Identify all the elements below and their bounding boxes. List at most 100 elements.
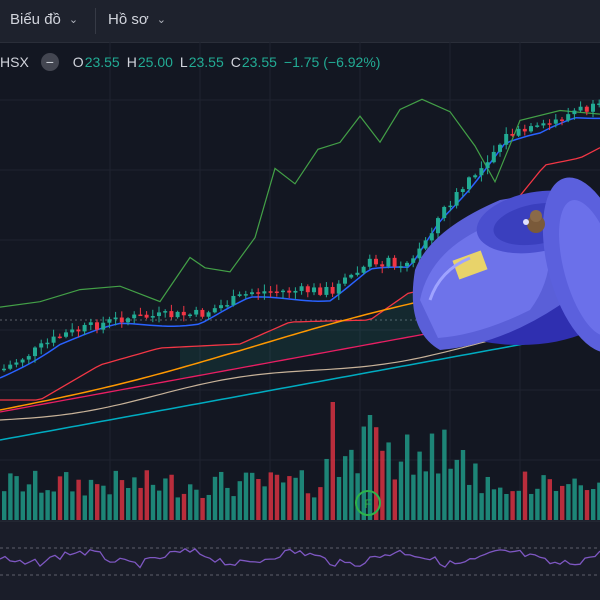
- profile-menu[interactable]: Hồ sơ ⌄: [108, 11, 166, 28]
- blue-plastic-toy-toilet-icon: [412, 177, 600, 353]
- volume-bar: [274, 474, 280, 520]
- candle-body: [479, 168, 484, 176]
- volume-bar: [361, 426, 366, 520]
- volume-bar: [8, 473, 13, 520]
- candle-body: [14, 362, 19, 365]
- volume-bar: [200, 497, 205, 520]
- volume-bar: [522, 471, 528, 520]
- candle-body: [250, 292, 254, 295]
- candle-body: [231, 295, 236, 306]
- symbol-label[interactable]: HSX: [0, 54, 29, 70]
- volume-bar: [132, 477, 137, 520]
- candle-body: [454, 192, 459, 206]
- candle-body: [485, 162, 490, 169]
- volume-bar: [188, 484, 193, 520]
- candle-body: [374, 258, 378, 265]
- volume-bar: [26, 484, 32, 520]
- volume-bar: [281, 482, 286, 520]
- candle-body: [473, 175, 478, 178]
- candle-body: [361, 266, 366, 273]
- candle-body: [312, 287, 316, 293]
- volume-bar: [460, 450, 466, 520]
- volume-bar: [113, 470, 118, 520]
- candle-body: [150, 316, 155, 318]
- candle-body: [423, 240, 428, 249]
- volume-bar: [578, 485, 583, 520]
- volume-bar: [436, 473, 441, 520]
- candle-body: [268, 291, 273, 293]
- volume-bar: [448, 468, 453, 520]
- candle-body: [299, 286, 304, 291]
- candle-body: [392, 257, 397, 267]
- candle-body: [591, 103, 595, 112]
- volume-bar: [175, 497, 180, 520]
- volume-bar: [14, 476, 19, 520]
- candle-body: [274, 291, 279, 294]
- candle-body: [547, 123, 552, 125]
- volume-bar: [330, 402, 335, 520]
- oscillator-line: [0, 548, 600, 569]
- volume-bar: [405, 434, 410, 520]
- volume-bar: [256, 479, 261, 520]
- candle-body: [169, 311, 174, 318]
- volume-bar: [336, 476, 342, 520]
- volume-bar: [380, 450, 385, 520]
- candle-body: [76, 329, 81, 332]
- ohlc-legend: HSX − O 23.55 H 25.00 L 23.55 C 23.55 −1…: [0, 52, 380, 72]
- volume-bar: [33, 470, 38, 520]
- candle-body: [460, 189, 465, 193]
- candle-body: [181, 311, 186, 316]
- candle-body: [107, 319, 112, 323]
- volume-bar: [212, 476, 218, 520]
- volume-bar: [597, 482, 600, 520]
- event-marker-circle[interactable]: [355, 490, 381, 516]
- candle-body: [95, 322, 99, 330]
- candle-body: [584, 106, 589, 112]
- volume-bar: [138, 487, 143, 520]
- candle-body: [243, 294, 248, 296]
- volume-bar: [479, 493, 484, 520]
- volume-bar: [504, 493, 509, 520]
- collapse-legend-icon[interactable]: −: [40, 53, 59, 71]
- candle-body: [597, 103, 600, 106]
- chart-menu[interactable]: Biểu đồ ⌄: [10, 11, 78, 28]
- volume-bar: [70, 491, 75, 520]
- candle-body: [355, 272, 360, 275]
- volume-bar: [299, 470, 304, 520]
- volume-bar: [101, 485, 106, 520]
- volume-bar: [181, 493, 187, 520]
- candle-body: [188, 314, 192, 317]
- candle-body: [566, 114, 571, 121]
- candle-body: [498, 144, 502, 152]
- volume-bar: [231, 496, 236, 520]
- volume-bar: [88, 479, 94, 520]
- candle-body: [405, 262, 409, 267]
- volume-bar: [237, 481, 242, 520]
- volume-bar: [423, 471, 428, 520]
- event-marker-icon: F: [364, 497, 371, 511]
- candle-body: [293, 290, 298, 293]
- candle-body: [510, 133, 515, 136]
- candle-body: [8, 364, 13, 369]
- candle-body: [225, 305, 230, 307]
- volume-bar: [318, 487, 323, 520]
- open-value: 23.55: [84, 54, 120, 70]
- volume-bar: [64, 472, 69, 520]
- candle-body: [386, 257, 391, 267]
- candle-body: [206, 312, 211, 317]
- candle-body: [212, 308, 217, 313]
- volume-bar: [411, 474, 416, 520]
- candle-body: [380, 264, 385, 267]
- low-label: L: [179, 54, 188, 70]
- candle-body: [436, 218, 440, 234]
- candle-body: [535, 125, 540, 127]
- volume-bar: [485, 476, 490, 520]
- volume-bar: [20, 491, 25, 520]
- volume-bar: [262, 486, 267, 520]
- volume-bar: [107, 494, 112, 520]
- candle-body: [429, 233, 434, 241]
- volume-bar: [454, 459, 459, 520]
- chevron-down-icon: ⌄: [68, 14, 79, 26]
- volume-bar: [194, 489, 199, 520]
